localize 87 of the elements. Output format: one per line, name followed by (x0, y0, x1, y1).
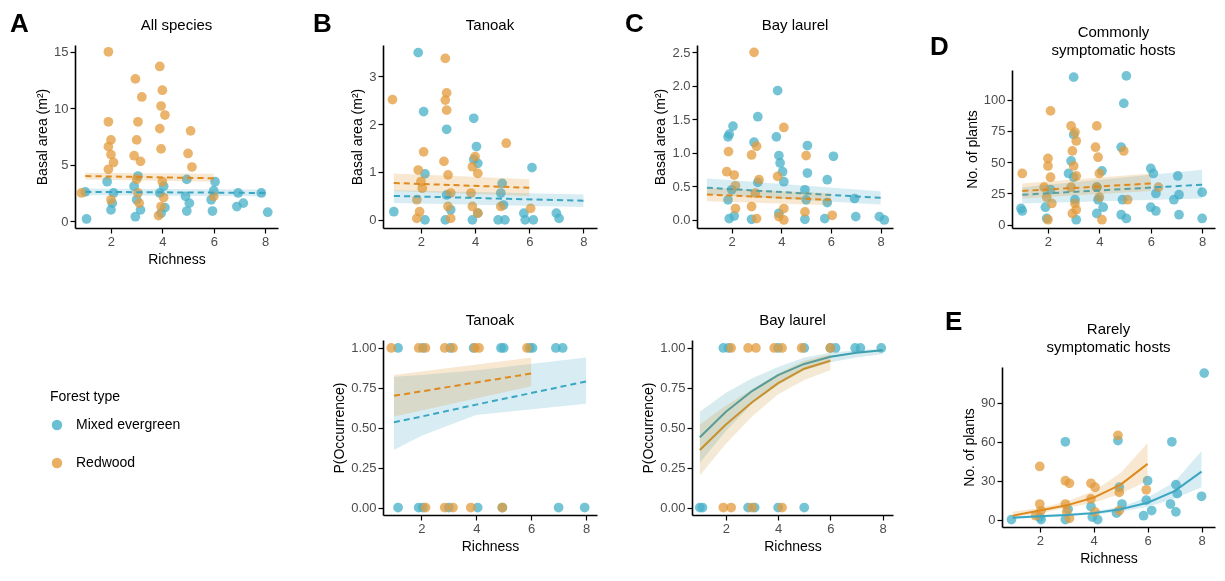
x-axis-title: Richness (1080, 549, 1138, 566)
y-tick-label: 0.50 (351, 420, 377, 436)
x-tick-label: 8 (582, 520, 591, 536)
y-tick-label: 2 (369, 116, 377, 132)
x-tick-label: 2 (728, 233, 736, 249)
y-tick-label: 0.75 (660, 380, 686, 396)
text: B (313, 8, 332, 38)
y-tick-label: 90 (981, 395, 996, 411)
x-tick-label: 2 (418, 520, 426, 536)
y-tick-label: 0.25 (351, 460, 377, 476)
y-axis-title: Basal area (m²) (652, 88, 669, 186)
x-tick-label: 6 (1144, 532, 1152, 548)
text: E (945, 306, 963, 336)
x-tick-label: 2 (417, 233, 426, 249)
y-axis-title: Basal area (m²) (34, 88, 51, 186)
x-axis-title: Richness (461, 537, 520, 554)
x-tick-label: 2 (107, 233, 116, 249)
x-tick-label: 8 (1198, 532, 1206, 548)
chart-title: Tanoak (465, 16, 515, 33)
y-tick-label: 50 (991, 154, 1006, 170)
chart-title: All species (140, 16, 213, 33)
x-tick-label: 4 (473, 520, 481, 536)
x-axis-title: Richness (148, 250, 206, 267)
y-tick-label: 2.5 (672, 44, 691, 60)
y-tick-label: 0.00 (351, 500, 377, 515)
y-tick-label: 3 (369, 68, 377, 84)
text: A (10, 8, 29, 38)
y-axis-title: P(Occurrence) (331, 382, 348, 474)
chart-title: Commonly symptomatic hosts (1051, 23, 1176, 58)
x-tick-label: 4 (471, 233, 480, 249)
x-tick-label: 8 (580, 233, 588, 249)
x-tick-label: 6 (827, 520, 835, 536)
y-tick-label: 25 (991, 185, 1006, 201)
chart-title: Bay laurel (759, 311, 826, 328)
y-tick-label: 30 (981, 473, 996, 489)
x-tick-label: 8 (879, 520, 887, 536)
y-tick-label: 0.75 (351, 380, 377, 396)
y-tick-label: 0 (369, 212, 377, 228)
x-tick-label: 4 (1096, 233, 1104, 249)
y-tick-label: 0.25 (660, 460, 686, 476)
y-tick-label: 0.50 (660, 420, 686, 436)
y-tick-label: 1.5 (672, 111, 691, 127)
text: C (625, 8, 644, 38)
y-tick-label: 1.0 (672, 145, 691, 161)
x-tick-label: 6 (1147, 233, 1155, 249)
y-axis-title: No. of plants (961, 408, 978, 487)
y-tick-label: 2.0 (672, 78, 691, 94)
x-tick-label: 4 (159, 233, 167, 249)
y-tick-label: 0 (61, 213, 69, 229)
y-tick-label: 0.0 (672, 212, 691, 228)
y-tick-label: 0 (988, 512, 996, 528)
x-tick-label: 8 (1199, 233, 1207, 249)
y-tick-label: 100 (983, 92, 1006, 108)
x-tick-label: 6 (526, 233, 534, 249)
x-tick-label: 4 (1090, 532, 1098, 548)
x-tick-label: 6 (827, 233, 836, 249)
text: D (930, 31, 949, 61)
chart-title: Rarely symptomatic hosts (1046, 320, 1171, 355)
legend-title: Forest type (50, 388, 121, 404)
y-axis-title: Basal area (m²) (349, 88, 366, 186)
y-tick-label: 0 (998, 217, 1006, 233)
x-tick-label: 2 (1044, 233, 1053, 249)
x-tick-label: 4 (775, 520, 783, 536)
y-tick-label: 0.00 (660, 500, 686, 515)
y-tick-label: 15 (54, 44, 69, 60)
x-tick-label: 2 (722, 520, 731, 536)
y-tick-label: 60 (981, 434, 996, 450)
legend-label: Mixed evergreen (76, 416, 181, 432)
chart-title: Tanoak (465, 311, 515, 328)
x-tick-label: 8 (877, 233, 885, 249)
y-tick-label: 75 (991, 123, 1006, 139)
x-tick-label: 2 (1036, 532, 1044, 548)
x-axis-title: Richness (764, 537, 822, 554)
y-tick-label: 5 (61, 157, 69, 173)
x-tick-label: 4 (778, 233, 786, 249)
x-tick-label: 6 (528, 520, 536, 536)
y-tick-label: 1.00 (660, 340, 686, 356)
y-axis-title: P(Occurrence) (640, 382, 657, 474)
y-tick-label: 1.00 (351, 340, 377, 356)
x-tick-label: 8 (262, 233, 270, 249)
chart-title: Bay laurel (761, 16, 829, 33)
y-axis-title: No. of plants (963, 110, 980, 189)
y-tick-label: 1 (369, 164, 377, 180)
y-tick-label: 10 (54, 100, 69, 116)
y-tick-label: 0.5 (672, 178, 691, 194)
x-tick-label: 6 (210, 233, 218, 249)
legend-label: Redwood (76, 454, 136, 470)
